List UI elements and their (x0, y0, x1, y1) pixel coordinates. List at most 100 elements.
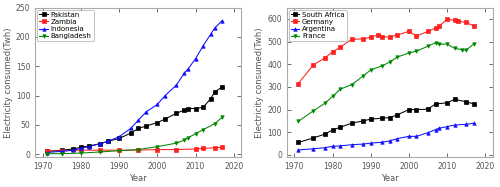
Pakistan (208, 97, 214, 100)
Pakistan (212, 91, 218, 93)
Germany (425, 30, 431, 33)
Pakistan (78, 146, 84, 148)
Bangladesh (219, 116, 225, 118)
France (414, 50, 420, 52)
South Africa (406, 108, 412, 111)
Y-axis label: Electricity consumed(Twh): Electricity consumed(Twh) (4, 27, 13, 138)
Zambia (78, 149, 84, 151)
Pakistan (59, 149, 65, 151)
Argentina (386, 140, 392, 142)
Zambia (200, 147, 206, 150)
Legend: Pakistan, Zambia, Indonesia, Bangladesh: Pakistan, Zambia, Indonesia, Bangladesh (38, 10, 94, 41)
Zambia (116, 149, 122, 151)
Argentina (436, 127, 442, 129)
France (310, 110, 316, 112)
Pakistan (44, 150, 50, 152)
Pakistan (136, 127, 141, 130)
Indonesia (219, 19, 225, 22)
Pakistan (219, 86, 225, 88)
Indonesia (97, 142, 103, 145)
France (459, 48, 465, 51)
Pakistan (192, 107, 198, 110)
Germany (456, 20, 462, 22)
Indonesia (154, 103, 160, 105)
Line: Argentina: Argentina (296, 122, 476, 152)
Bangladesh (136, 148, 141, 151)
Argentina (425, 132, 431, 134)
Argentina (337, 145, 343, 147)
South Africa (348, 122, 354, 124)
Germany (330, 51, 336, 53)
Germany (470, 25, 476, 27)
Indonesia (143, 111, 149, 113)
Indonesia (86, 145, 91, 148)
Argentina (368, 142, 374, 144)
Germany (310, 64, 316, 66)
Argentina (330, 145, 336, 147)
Indonesia (174, 84, 180, 86)
Bangladesh (97, 151, 103, 153)
Line: Indonesia: Indonesia (45, 19, 224, 154)
Indonesia (192, 58, 198, 60)
Indonesia (212, 27, 218, 29)
Germany (386, 36, 392, 38)
Line: Zambia: Zambia (45, 145, 224, 153)
X-axis label: Year: Year (130, 174, 147, 183)
Argentina (295, 149, 301, 151)
Germany (337, 46, 343, 48)
Indonesia (185, 68, 191, 70)
Indonesia (208, 33, 214, 35)
Argentina (414, 135, 420, 137)
South Africa (295, 141, 301, 144)
Zambia (154, 148, 160, 151)
Argentina (444, 125, 450, 128)
Germany (463, 21, 469, 24)
Argentina (322, 147, 328, 149)
Argentina (379, 141, 385, 143)
Line: Pakistan: Pakistan (45, 85, 224, 153)
Legend: South Africa, Germany, Argentina, France: South Africa, Germany, Argentina, France (289, 10, 346, 41)
Bangladesh (174, 142, 180, 144)
Bangladesh (59, 153, 65, 155)
Germany (414, 35, 420, 37)
South Africa (463, 101, 469, 103)
Line: France: France (296, 41, 476, 123)
Bangladesh (200, 128, 206, 131)
Line: Bangladesh: Bangladesh (45, 116, 224, 155)
Germany (436, 25, 442, 27)
Indonesia (44, 151, 50, 154)
Indonesia (59, 150, 65, 152)
Bangladesh (192, 133, 198, 135)
Bangladesh (212, 123, 218, 125)
Bangladesh (154, 145, 160, 148)
Pakistan (97, 142, 103, 145)
Germany (295, 82, 301, 85)
South Africa (425, 108, 431, 110)
Argentina (394, 137, 400, 140)
Argentina (463, 123, 469, 125)
France (394, 56, 400, 58)
South Africa (337, 126, 343, 128)
Argentina (348, 144, 354, 146)
Argentina (452, 124, 458, 126)
Argentina (360, 143, 366, 145)
Pakistan (128, 132, 134, 134)
South Africa (322, 133, 328, 135)
France (406, 52, 412, 54)
France (452, 47, 458, 50)
France (470, 43, 476, 45)
France (386, 61, 392, 63)
France (337, 88, 343, 90)
Germany (376, 34, 382, 36)
Argentina (406, 135, 412, 137)
Argentina (432, 128, 438, 131)
Bangladesh (116, 150, 122, 152)
Line: South Africa: South Africa (296, 98, 476, 144)
Pakistan (181, 109, 187, 111)
South Africa (470, 103, 476, 105)
Indonesia (116, 136, 122, 138)
Zambia (192, 148, 198, 150)
Line: Germany: Germany (296, 18, 476, 85)
Bangladesh (78, 152, 84, 154)
Germany (379, 36, 385, 38)
